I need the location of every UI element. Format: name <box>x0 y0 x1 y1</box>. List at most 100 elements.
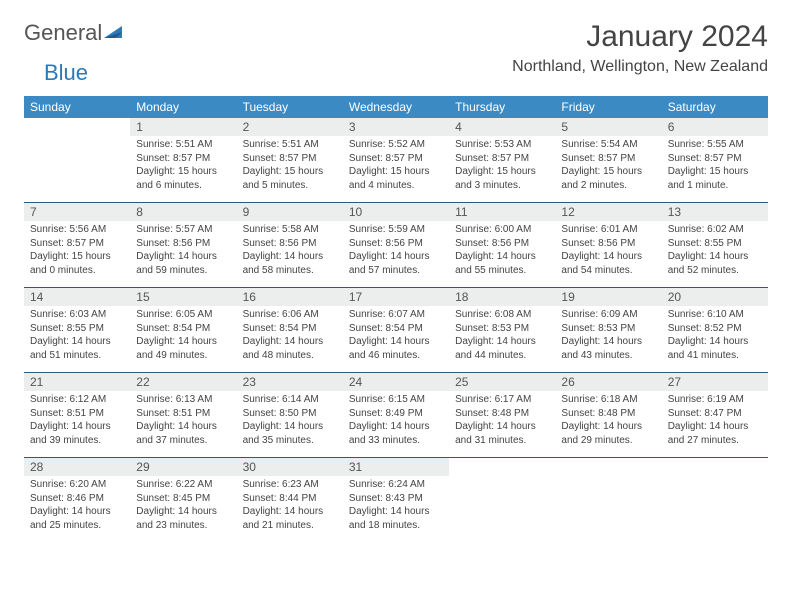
daylight-text: Daylight: 14 hours and 33 minutes. <box>349 420 443 447</box>
sunrise-text: Sunrise: 6:08 AM <box>455 308 549 322</box>
day-number-cell: 18 <box>449 288 555 307</box>
day-number-cell: 28 <box>24 458 130 477</box>
daylight-text: Daylight: 14 hours and 43 minutes. <box>561 335 655 362</box>
sunrise-text: Sunrise: 6:12 AM <box>30 393 124 407</box>
daylight-text: Daylight: 14 hours and 46 minutes. <box>349 335 443 362</box>
daylight-text: Daylight: 14 hours and 18 minutes. <box>349 505 443 532</box>
sunrise-text: Sunrise: 6:07 AM <box>349 308 443 322</box>
day-info-cell <box>449 476 555 542</box>
daylight-text: Daylight: 14 hours and 25 minutes. <box>30 505 124 532</box>
day-info-cell: Sunrise: 6:06 AMSunset: 8:54 PMDaylight:… <box>237 306 343 373</box>
day-number-cell: 30 <box>237 458 343 477</box>
day-info-cell: Sunrise: 6:14 AMSunset: 8:50 PMDaylight:… <box>237 391 343 458</box>
sunrise-text: Sunrise: 6:17 AM <box>455 393 549 407</box>
sunrise-text: Sunrise: 6:00 AM <box>455 223 549 237</box>
brand-logo: General <box>24 20 128 46</box>
day-info-cell: Sunrise: 6:24 AMSunset: 8:43 PMDaylight:… <box>343 476 449 542</box>
day-number-cell: 5 <box>555 118 661 136</box>
day-number-cell <box>662 458 768 477</box>
sunset-text: Sunset: 8:47 PM <box>668 407 762 421</box>
sunrise-text: Sunrise: 5:53 AM <box>455 138 549 152</box>
day-number-row: 123456 <box>24 118 768 136</box>
sunset-text: Sunset: 8:43 PM <box>349 492 443 506</box>
day-number-cell: 13 <box>662 203 768 222</box>
day-info-cell: Sunrise: 5:51 AMSunset: 8:57 PMDaylight:… <box>130 136 236 203</box>
daylight-text: Daylight: 14 hours and 37 minutes. <box>136 420 230 447</box>
sunset-text: Sunset: 8:51 PM <box>136 407 230 421</box>
daylight-text: Daylight: 14 hours and 41 minutes. <box>668 335 762 362</box>
day-info-cell: Sunrise: 6:12 AMSunset: 8:51 PMDaylight:… <box>24 391 130 458</box>
sunset-text: Sunset: 8:48 PM <box>455 407 549 421</box>
day-number-cell: 11 <box>449 203 555 222</box>
sunset-text: Sunset: 8:57 PM <box>455 152 549 166</box>
sunrise-text: Sunrise: 5:51 AM <box>243 138 337 152</box>
day-info-row: Sunrise: 6:12 AMSunset: 8:51 PMDaylight:… <box>24 391 768 458</box>
daylight-text: Daylight: 15 hours and 3 minutes. <box>455 165 549 192</box>
sunset-text: Sunset: 8:56 PM <box>455 237 549 251</box>
sunset-text: Sunset: 8:46 PM <box>30 492 124 506</box>
sunset-text: Sunset: 8:57 PM <box>243 152 337 166</box>
daylight-text: Daylight: 14 hours and 57 minutes. <box>349 250 443 277</box>
day-number-cell: 15 <box>130 288 236 307</box>
day-info-cell: Sunrise: 6:18 AMSunset: 8:48 PMDaylight:… <box>555 391 661 458</box>
weekday-header-row: Sunday Monday Tuesday Wednesday Thursday… <box>24 96 768 118</box>
location-label: Northland, Wellington, New Zealand <box>512 58 768 76</box>
daylight-text: Daylight: 14 hours and 23 minutes. <box>136 505 230 532</box>
day-info-cell <box>24 136 130 203</box>
day-number-cell: 1 <box>130 118 236 136</box>
day-info-cell <box>662 476 768 542</box>
weekday-header: Friday <box>555 96 661 118</box>
sunrise-text: Sunrise: 6:23 AM <box>243 478 337 492</box>
sunrise-text: Sunrise: 6:19 AM <box>668 393 762 407</box>
daylight-text: Daylight: 14 hours and 44 minutes. <box>455 335 549 362</box>
sunrise-text: Sunrise: 5:58 AM <box>243 223 337 237</box>
daylight-text: Daylight: 14 hours and 49 minutes. <box>136 335 230 362</box>
daylight-text: Daylight: 15 hours and 5 minutes. <box>243 165 337 192</box>
sunset-text: Sunset: 8:56 PM <box>243 237 337 251</box>
sunrise-text: Sunrise: 5:59 AM <box>349 223 443 237</box>
sunrise-text: Sunrise: 6:10 AM <box>668 308 762 322</box>
day-info-cell: Sunrise: 6:23 AMSunset: 8:44 PMDaylight:… <box>237 476 343 542</box>
sunrise-text: Sunrise: 5:55 AM <box>668 138 762 152</box>
day-info-cell: Sunrise: 5:55 AMSunset: 8:57 PMDaylight:… <box>662 136 768 203</box>
sunset-text: Sunset: 8:52 PM <box>668 322 762 336</box>
daylight-text: Daylight: 14 hours and 58 minutes. <box>243 250 337 277</box>
calendar-table: Sunday Monday Tuesday Wednesday Thursday… <box>24 96 768 542</box>
logo-text-blue: Blue <box>44 60 88 85</box>
daylight-text: Daylight: 15 hours and 4 minutes. <box>349 165 443 192</box>
logo-triangle-icon <box>104 20 126 46</box>
sunset-text: Sunset: 8:54 PM <box>349 322 443 336</box>
day-number-cell: 24 <box>343 373 449 392</box>
daylight-text: Daylight: 15 hours and 1 minute. <box>668 165 762 192</box>
sunrise-text: Sunrise: 6:03 AM <box>30 308 124 322</box>
sunset-text: Sunset: 8:48 PM <box>561 407 655 421</box>
day-number-cell: 21 <box>24 373 130 392</box>
day-number-row: 28293031 <box>24 458 768 477</box>
daylight-text: Daylight: 14 hours and 59 minutes. <box>136 250 230 277</box>
day-info-cell: Sunrise: 6:17 AMSunset: 8:48 PMDaylight:… <box>449 391 555 458</box>
sunrise-text: Sunrise: 5:54 AM <box>561 138 655 152</box>
weekday-header: Tuesday <box>237 96 343 118</box>
day-number-cell: 6 <box>662 118 768 136</box>
weekday-header: Sunday <box>24 96 130 118</box>
daylight-text: Daylight: 15 hours and 6 minutes. <box>136 165 230 192</box>
sunset-text: Sunset: 8:55 PM <box>668 237 762 251</box>
day-number-cell <box>24 118 130 136</box>
day-info-row: Sunrise: 6:03 AMSunset: 8:55 PMDaylight:… <box>24 306 768 373</box>
sunset-text: Sunset: 8:53 PM <box>455 322 549 336</box>
day-number-cell: 14 <box>24 288 130 307</box>
sunrise-text: Sunrise: 6:05 AM <box>136 308 230 322</box>
daylight-text: Daylight: 14 hours and 54 minutes. <box>561 250 655 277</box>
day-info-cell: Sunrise: 6:10 AMSunset: 8:52 PMDaylight:… <box>662 306 768 373</box>
day-number-cell: 22 <box>130 373 236 392</box>
logo-text-general: General <box>24 20 102 46</box>
weekday-header: Wednesday <box>343 96 449 118</box>
sunset-text: Sunset: 8:49 PM <box>349 407 443 421</box>
sunset-text: Sunset: 8:57 PM <box>561 152 655 166</box>
daylight-text: Daylight: 14 hours and 29 minutes. <box>561 420 655 447</box>
daylight-text: Daylight: 14 hours and 35 minutes. <box>243 420 337 447</box>
month-title: January 2024 <box>512 20 768 54</box>
day-info-cell: Sunrise: 6:02 AMSunset: 8:55 PMDaylight:… <box>662 221 768 288</box>
day-info-cell: Sunrise: 5:56 AMSunset: 8:57 PMDaylight:… <box>24 221 130 288</box>
day-number-cell: 3 <box>343 118 449 136</box>
